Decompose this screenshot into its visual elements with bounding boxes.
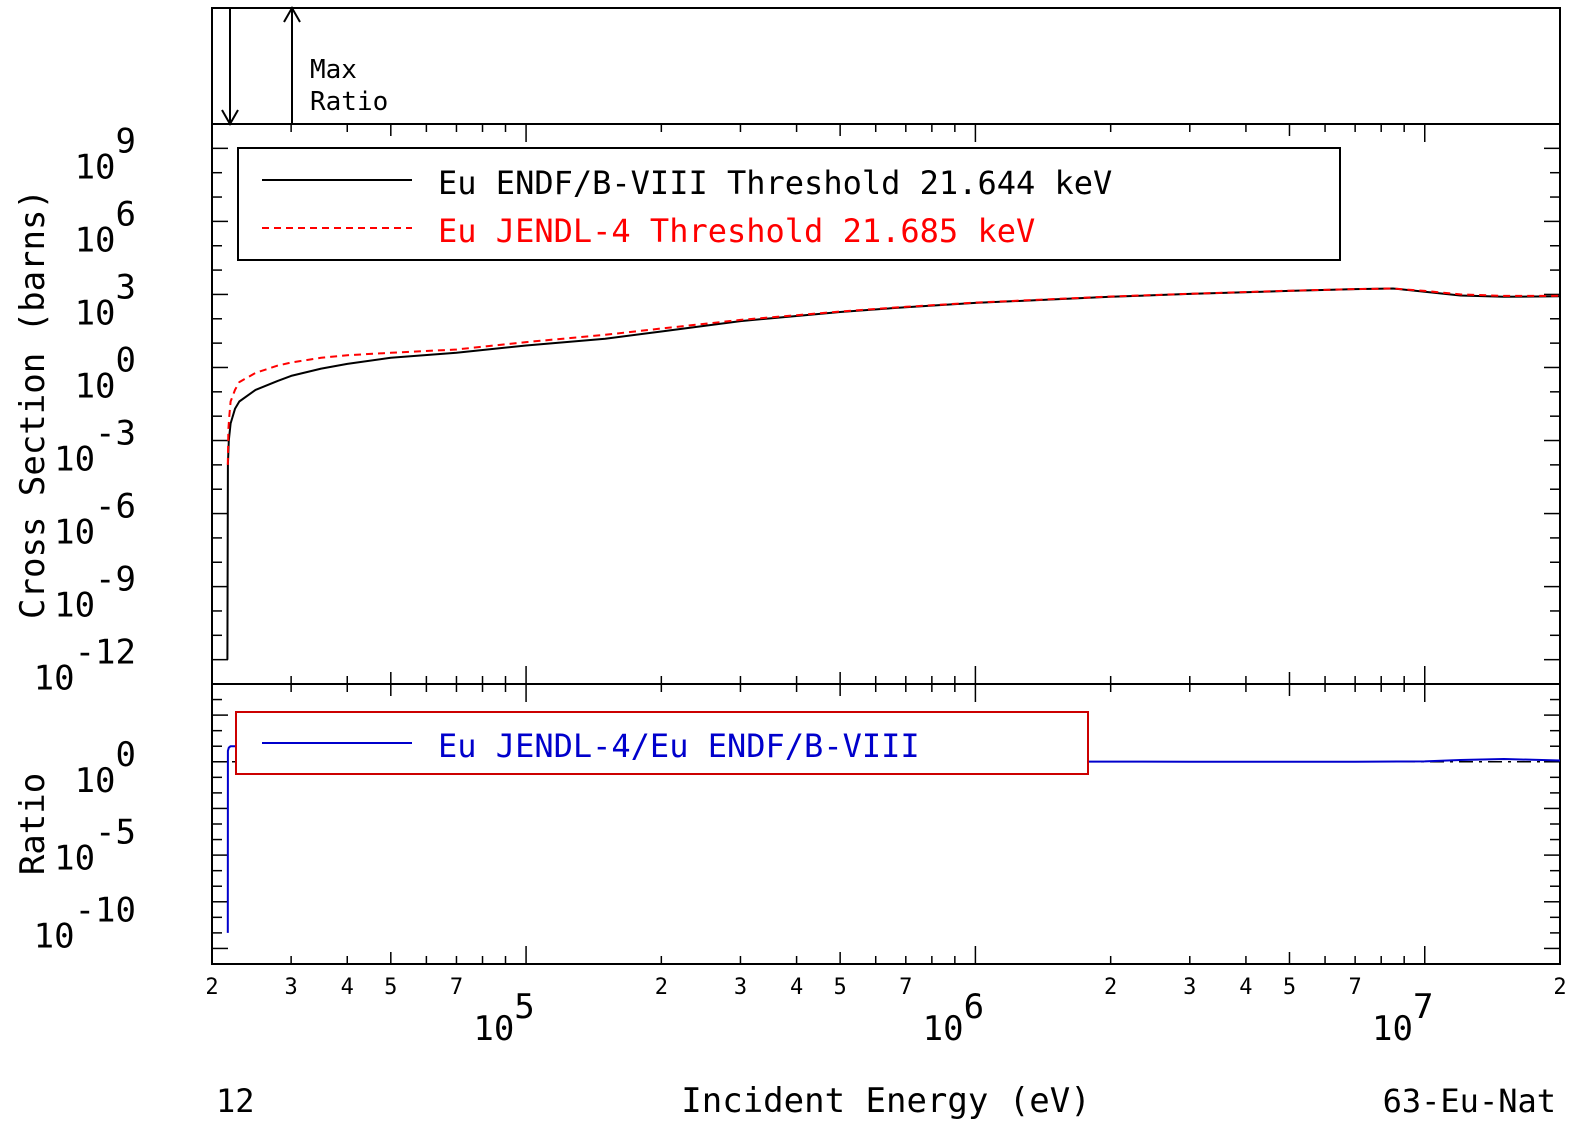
main-y-tick-base: 10 xyxy=(75,220,116,260)
x-minor-label: 2 xyxy=(205,975,218,1000)
tick-layer xyxy=(211,123,1561,965)
ratio-label-top: Ratio xyxy=(310,87,388,117)
ratio-y-tick-base: 10 xyxy=(34,916,75,956)
footer-right-label: 63-Eu-Nat xyxy=(1383,1082,1556,1120)
x-minor-label: 4 xyxy=(790,975,803,1000)
main-y-tick-base: 10 xyxy=(75,293,116,333)
ratio-y-tick-exp: -10 xyxy=(75,890,136,930)
x-major-base: 10 xyxy=(1372,1009,1413,1049)
main-y-tick-exp: 9 xyxy=(116,121,136,161)
x-minor-label: 7 xyxy=(1349,975,1362,1000)
ratio-y-tick-label: 10-10 xyxy=(34,890,136,956)
x-major-label: 105 xyxy=(473,987,534,1049)
x-minor-label: 2 xyxy=(1104,975,1117,1000)
x-major-base: 10 xyxy=(923,1009,964,1049)
main-y-tick-label: 100 xyxy=(75,340,136,406)
main-y-tick-base: 10 xyxy=(75,366,116,406)
main-y-tick-label: 109 xyxy=(75,121,136,187)
main-y-tick-exp: -6 xyxy=(95,487,136,527)
main-y-tick-base: 10 xyxy=(34,659,75,699)
up-arrow-icon xyxy=(283,5,301,23)
legend-label-jendl: Eu JENDL-4 Threshold 21.685 keV xyxy=(438,212,1035,250)
x-minor-label: 2 xyxy=(1553,975,1566,1000)
main-y-tick-exp: 0 xyxy=(116,340,136,380)
main-y-tick-exp: 6 xyxy=(116,194,136,234)
main-y-tick-exp: -3 xyxy=(95,414,136,454)
footer-left-label: 12 xyxy=(216,1082,255,1120)
x-minor-label: 3 xyxy=(734,975,747,1000)
label-layer: 10910610310010-310-610-910-1210010-510-1… xyxy=(34,121,1567,1049)
series-layer xyxy=(212,287,1561,933)
ratio-y-tick-label: 100 xyxy=(75,735,136,801)
main-y-tick-exp: 3 xyxy=(116,267,136,307)
x-minor-label: 3 xyxy=(1183,975,1196,1000)
main-y-tick-exp: -12 xyxy=(75,633,136,673)
ratio-y-tick-base: 10 xyxy=(54,839,95,879)
x-major-label: 106 xyxy=(923,987,984,1049)
main-y-tick-label: 106 xyxy=(75,194,136,260)
main-y-tick-label: 10-3 xyxy=(54,414,136,480)
ratio-y-tick-exp: 0 xyxy=(116,735,136,775)
x-minor-label: 2 xyxy=(655,975,668,1000)
ratio-y-tick-label: 10-5 xyxy=(54,813,136,879)
x-minor-label: 7 xyxy=(899,975,912,1000)
x-major-exp: 6 xyxy=(964,987,984,1027)
legend-label-endf: Eu ENDF/B-VIII Threshold 21.644 keV xyxy=(438,164,1112,202)
main-y-tick-label: 103 xyxy=(75,267,136,333)
x-minor-label: 7 xyxy=(450,975,463,1000)
x-major-exp: 5 xyxy=(514,987,534,1027)
x-minor-label: 5 xyxy=(834,975,847,1000)
main-y-tick-base: 10 xyxy=(54,440,95,480)
x-minor-label: 3 xyxy=(284,975,297,1000)
legend-label-ratio: Eu JENDL-4/Eu ENDF/B-VIII xyxy=(438,727,920,765)
main-y-tick-base: 10 xyxy=(54,586,95,626)
x-major-base: 10 xyxy=(473,1009,514,1049)
max-label: Max xyxy=(310,55,357,85)
x-minor-label: 5 xyxy=(1283,975,1296,1000)
x-minor-label: 4 xyxy=(1239,975,1252,1000)
main-y-tick-base: 10 xyxy=(54,513,95,553)
max-ratio-panel xyxy=(211,7,1561,125)
x-major-exp: 7 xyxy=(1413,987,1433,1027)
legend-box-main xyxy=(237,147,1341,261)
main-y-tick-label: 10-12 xyxy=(34,633,136,699)
x-minor-label: 4 xyxy=(341,975,354,1000)
x-major-label: 107 xyxy=(1372,987,1433,1049)
cross-section-series-line-0 xyxy=(226,287,1561,660)
cross-section-ylabel: Cross Section (barns) xyxy=(13,189,53,619)
main-y-tick-exp: -9 xyxy=(95,560,136,600)
main-y-tick-base: 10 xyxy=(75,147,116,187)
x-axis-label: Incident Energy (eV) xyxy=(681,1081,1090,1121)
cross-section-series-line-1 xyxy=(226,287,1561,465)
main-y-tick-label: 10-9 xyxy=(54,560,136,626)
ratio-y-tick-base: 10 xyxy=(75,761,116,801)
ratio-y-tick-exp: -5 xyxy=(95,813,136,853)
x-minor-label: 5 xyxy=(384,975,397,1000)
main-y-tick-label: 10-6 xyxy=(54,487,136,553)
ratio-ylabel: Ratio xyxy=(13,773,53,875)
